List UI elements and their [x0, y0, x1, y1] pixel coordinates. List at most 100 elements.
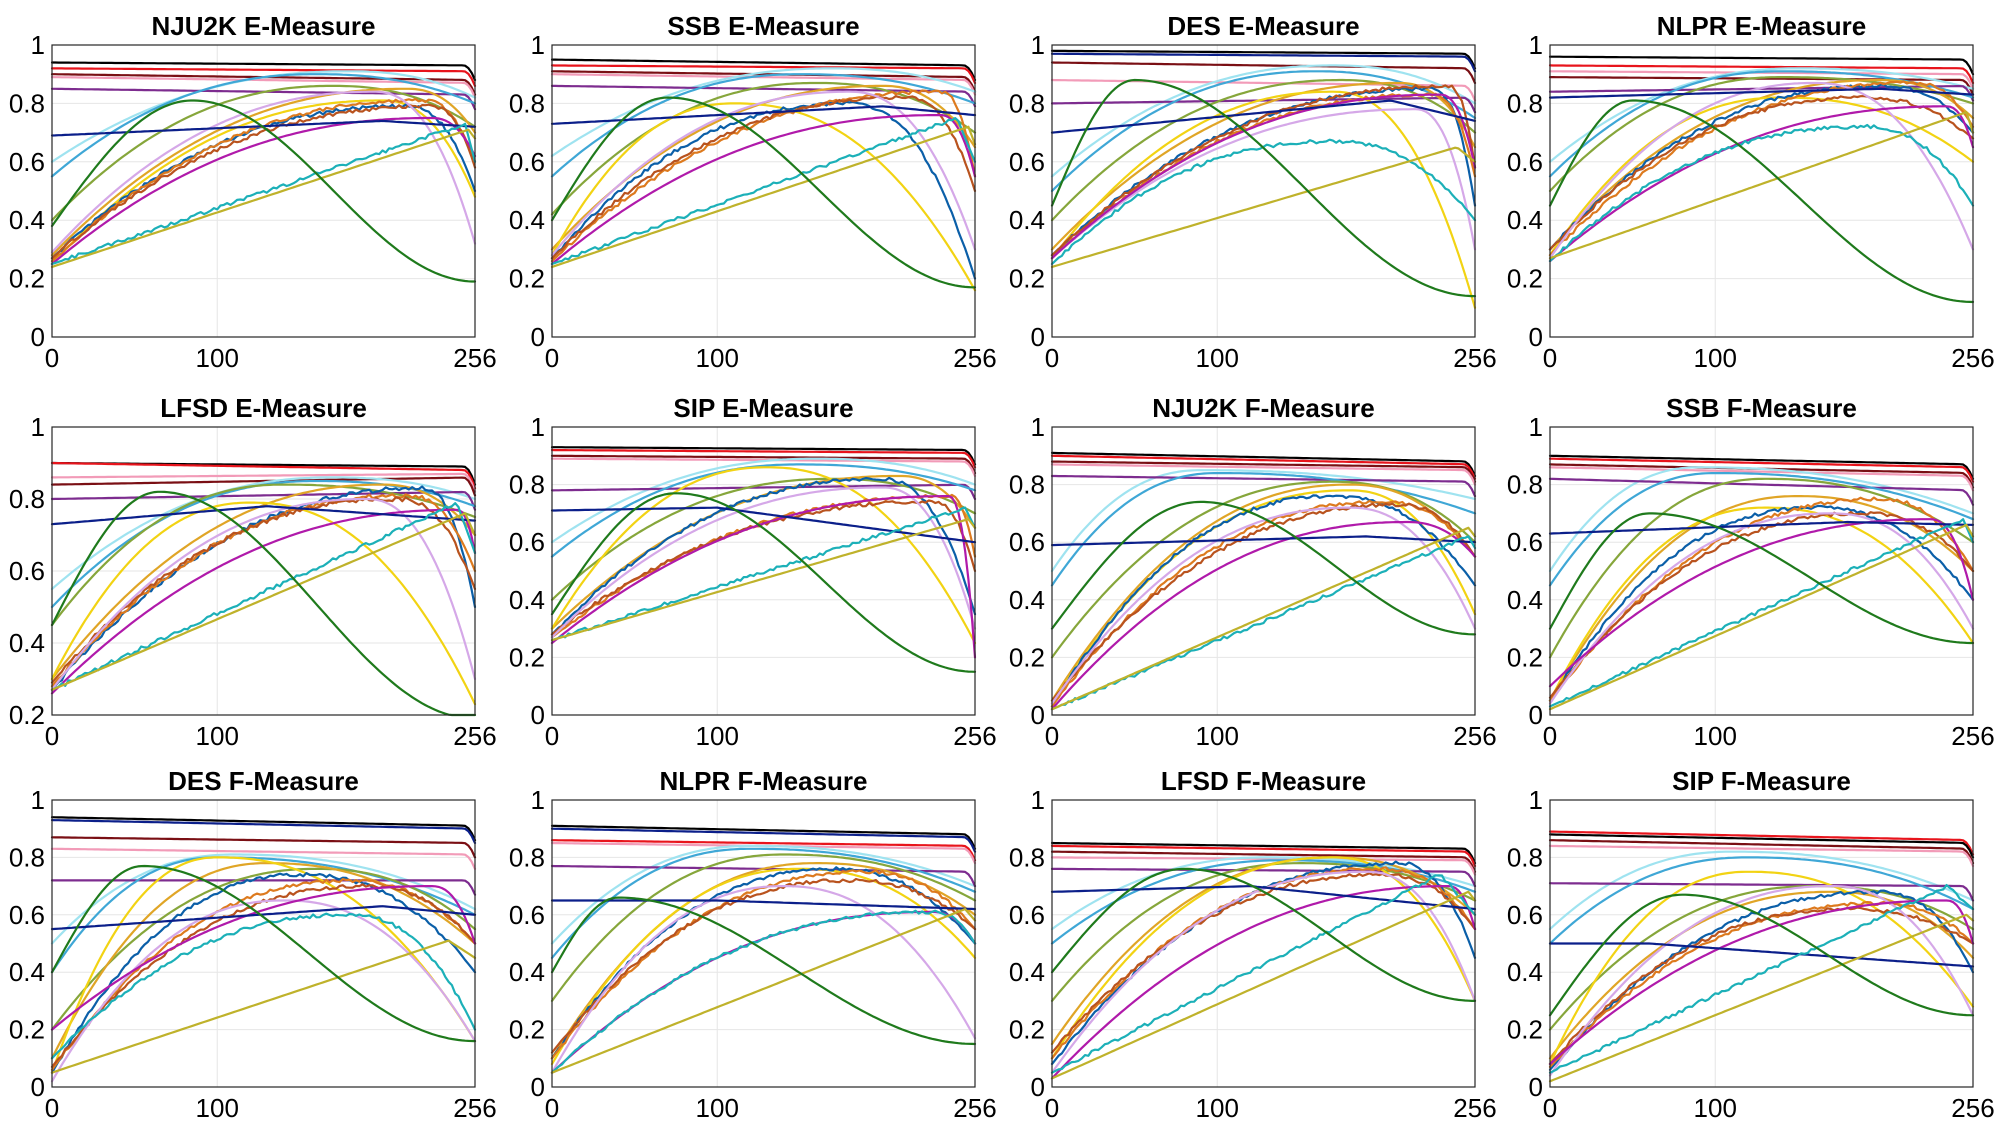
y-tick-label: 0.6: [1507, 147, 1543, 177]
chart-title: NLPR F-Measure: [659, 766, 867, 796]
curve-khaki: [50, 939, 477, 1074]
curve-red: [1050, 454, 1477, 480]
axes-frame: [551, 44, 976, 338]
y-tick-label: 1: [1529, 30, 1543, 60]
curve-yellow: [1548, 870, 1975, 1066]
y-tick-label: 1: [531, 30, 545, 60]
y-tick-label: 0.2: [9, 264, 45, 294]
curve-rust: [550, 95, 977, 260]
y-tick-label: 0.4: [1507, 957, 1543, 987]
curve-red: [550, 64, 977, 85]
y-tick-label: 0.2: [1507, 1015, 1543, 1045]
x-tick-label: 100: [1196, 343, 1239, 373]
x-tick-label: 100: [196, 1093, 239, 1123]
curve-yellow: [50, 856, 477, 1074]
x-tick-label: 256: [1453, 1093, 1496, 1123]
y-tick-label: 0.2: [509, 1015, 545, 1045]
curve-rust: [1050, 872, 1477, 1054]
curve-rust: [1050, 84, 1477, 257]
curve-navy: [1548, 520, 1975, 535]
chart-title: SIP F-Measure: [1672, 766, 1851, 796]
x-tick-label: 0: [45, 1093, 59, 1123]
chart-title: NJU2K F-Measure: [1152, 393, 1375, 423]
curve-pink: [50, 847, 477, 870]
curve-olive: [1050, 78, 1477, 222]
curve-yellow: [550, 466, 977, 645]
curve-gold: [1050, 81, 1477, 251]
curve-navy: [1050, 99, 1477, 134]
chart-title: LFSD F-Measure: [1161, 766, 1366, 796]
y-tick-label: 0: [1529, 322, 1543, 352]
curve-skyblue: [50, 73, 477, 178]
curve-pink: [50, 472, 477, 493]
y-tick-label: 0.6: [509, 147, 545, 177]
curve-navy: [550, 827, 977, 853]
x-tick-label: 256: [453, 1093, 496, 1123]
y-tick-label: 0.4: [1009, 585, 1045, 615]
y-tick-label: 0: [31, 322, 45, 352]
y-tick-label: 0.2: [1507, 264, 1543, 294]
axes-frame: [1051, 799, 1476, 1088]
curve-maroon: [50, 836, 477, 859]
curve-olive: [50, 867, 477, 1031]
curve-lightcyan: [1548, 466, 1975, 573]
curve-green: [1050, 500, 1477, 636]
y-tick-label: 1: [1529, 785, 1543, 815]
curve-red: [1548, 457, 1975, 483]
plot-area: [1052, 45, 1475, 337]
curve-red: [50, 67, 477, 87]
curve-lavender: [1050, 506, 1477, 705]
chart-title: DES F-Measure: [168, 766, 359, 796]
y-tick-label: 0.2: [1507, 642, 1543, 672]
curve-khaki: [1548, 523, 1975, 711]
chart-panel: 0 0.2 0.4 0.6 0.8 1 0 100 256 DES F-Measure: [9, 766, 497, 1123]
curve-purple: [50, 879, 477, 896]
curve-olive: [50, 84, 477, 222]
y-tick-label: 0.2: [1009, 1015, 1045, 1045]
x-tick-label: 0: [1045, 343, 1059, 373]
curve-khaki: [550, 125, 977, 268]
y-tick-label: 0.4: [1009, 957, 1045, 987]
curve-pink: [1548, 466, 1975, 492]
curve-navy: [50, 905, 477, 931]
y-tick-label: 0.4: [1507, 585, 1543, 615]
x-tick-label: 0: [545, 343, 559, 373]
curve-black: [50, 816, 477, 842]
axes-frame: [1549, 426, 1974, 716]
curve-black: [550, 58, 977, 82]
curve-lightcyan: [550, 457, 977, 544]
curve-rust: [50, 103, 477, 260]
curve-green: [50, 99, 477, 283]
curve-skyblue: [1548, 856, 1975, 945]
chart-panel: 0 0.2 0.4 0.6 0.8 1 0 100 256 SIP E-Measure: [509, 393, 997, 751]
y-tick-label: 0.6: [509, 900, 545, 930]
curve-black: [1548, 55, 1975, 76]
curve-maroon: [1548, 839, 1975, 865]
axes-frame: [51, 799, 476, 1088]
curve-lavender: [1050, 108, 1477, 260]
y-tick-label: 0: [1031, 322, 1045, 352]
y-tick-label: 0: [1031, 1072, 1045, 1102]
x-tick-label: 256: [453, 343, 496, 373]
chart-panel: 0 0.2 0.4 0.6 0.8 1 0 100 256 LFSD F-Measure: [1009, 766, 1497, 1123]
axes-frame: [51, 426, 476, 716]
x-tick-label: 100: [1694, 721, 1737, 751]
curve-red: [1548, 830, 1975, 856]
curve-gold: [50, 87, 477, 257]
curve-olive: [550, 853, 977, 1002]
curve-khaki: [1050, 526, 1477, 711]
curve-maroon: [550, 454, 977, 475]
curve-yellow: [550, 867, 977, 1066]
y-tick-label: 0.8: [1009, 470, 1045, 500]
y-tick-label: 1: [1031, 785, 1045, 815]
y-tick-label: 0.4: [9, 628, 45, 658]
y-tick-label: 0.8: [9, 88, 45, 118]
curve-red: [550, 448, 977, 469]
y-tick-label: 0.6: [9, 900, 45, 930]
curve-magenta: [1050, 885, 1477, 1080]
curve-teal: [550, 117, 977, 266]
curve-lightcyan: [50, 476, 477, 591]
curve-navy: [1548, 942, 1975, 968]
y-tick-label: 0.8: [509, 842, 545, 872]
